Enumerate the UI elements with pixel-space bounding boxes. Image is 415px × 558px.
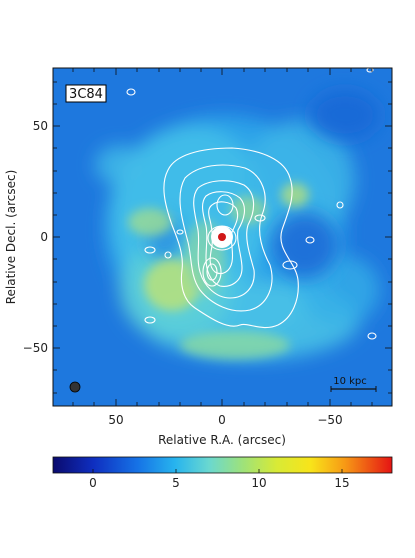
contour-lobe-south-inner [206, 263, 218, 281]
beam-marker [69, 381, 81, 393]
tick-marks [53, 68, 392, 406]
scale-bar: 10 kpc [330, 376, 377, 392]
contour-5 [208, 201, 239, 275]
x-axis-title: Relative R.A. (arcsec) [158, 433, 286, 447]
y-tick-label: 50 [33, 119, 48, 133]
colorbar-tick-label: 15 [334, 476, 349, 490]
colorbar: 0 5 10 15 [52, 456, 393, 490]
colorbar-tick-label: 5 [172, 476, 180, 490]
x-tick-label: −50 [317, 413, 342, 427]
contour-2 [179, 164, 273, 312]
contour-3 [193, 180, 255, 299]
x-tick-label: 50 [108, 413, 123, 427]
colorbar-tick-label: 10 [251, 476, 266, 490]
contour-lobe-north [216, 194, 234, 216]
contour-outer [163, 147, 299, 329]
source-label-box: 3C84 [65, 84, 107, 103]
y-tick-label: 0 [40, 230, 48, 244]
contour-4 [202, 191, 246, 287]
y-axis-title: Relative Decl. (arcsec) [4, 170, 18, 305]
y-tick-label: −50 [23, 341, 48, 355]
colorbar-tick-label: 0 [89, 476, 97, 490]
radio-contours [126, 68, 377, 340]
scale-bar-label: 10 kpc [333, 376, 367, 387]
source-label: 3C84 [69, 87, 103, 102]
nucleus [211, 226, 233, 248]
map-panel: 3C84 10 kpc [53, 68, 392, 406]
x-tick-label: 0 [218, 413, 226, 427]
contour-lobe-south [202, 257, 222, 287]
